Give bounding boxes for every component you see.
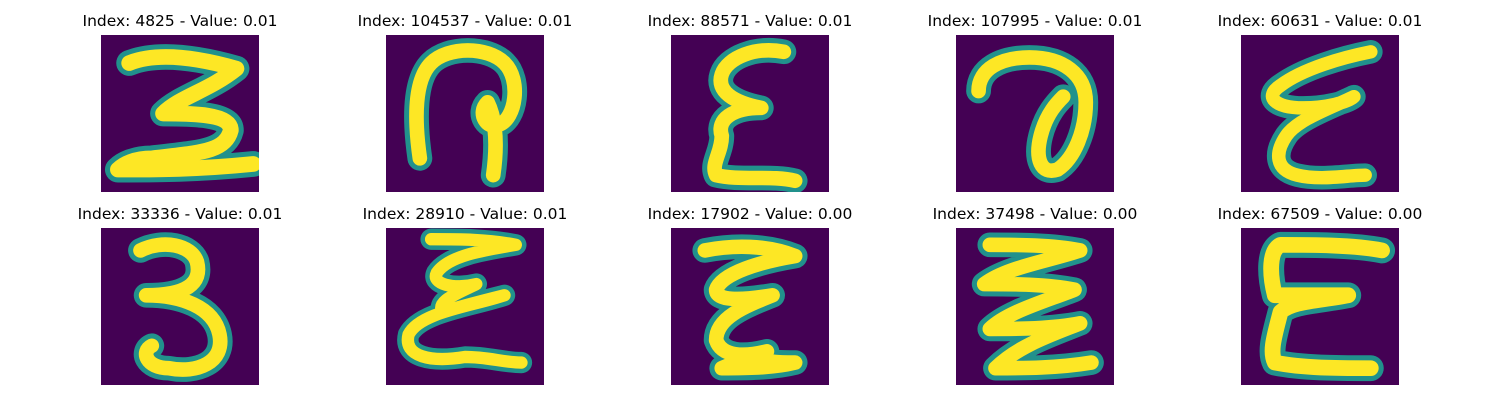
- panel-10: Index: 67509 - Value: 0.00: [1170, 193, 1470, 388]
- digit-image: [956, 35, 1114, 192]
- panel-5: Index: 60631 - Value: 0.01: [1170, 0, 1470, 195]
- panel-title: Index: 60631 - Value: 0.01: [1140, 12, 1500, 30]
- digit-image: [1241, 228, 1399, 385]
- digit-image: [671, 228, 829, 385]
- digit-image: [386, 35, 544, 192]
- panel-title: Index: 67509 - Value: 0.00: [1140, 205, 1500, 223]
- digit-image: [101, 35, 259, 192]
- digit-image: [101, 228, 259, 385]
- digit-image: [671, 35, 829, 192]
- digit-image: [956, 228, 1114, 385]
- digit-image: [1241, 35, 1399, 192]
- digit-image: [386, 228, 544, 385]
